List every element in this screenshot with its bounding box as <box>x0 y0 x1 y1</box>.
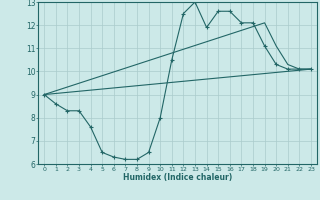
X-axis label: Humidex (Indice chaleur): Humidex (Indice chaleur) <box>123 173 232 182</box>
